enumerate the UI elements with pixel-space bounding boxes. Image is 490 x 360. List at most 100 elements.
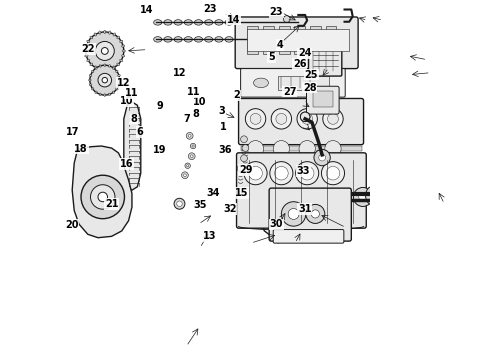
Ellipse shape [154,20,162,25]
Ellipse shape [94,33,97,36]
Circle shape [279,181,283,185]
Circle shape [190,155,193,158]
Ellipse shape [195,20,202,25]
Text: 33: 33 [296,166,310,176]
Ellipse shape [276,20,284,25]
Ellipse shape [87,40,90,42]
Ellipse shape [164,37,172,42]
Bar [263,26,274,54]
Text: 8: 8 [193,109,199,119]
Ellipse shape [454,186,469,205]
Ellipse shape [89,75,92,76]
Circle shape [247,141,264,157]
Ellipse shape [104,68,106,72]
Circle shape [95,41,114,60]
Ellipse shape [99,64,101,67]
Text: 8: 8 [130,114,137,124]
Circle shape [177,201,182,207]
Text: 36: 36 [218,145,232,156]
Bar [310,26,321,54]
FancyBboxPatch shape [269,188,351,241]
Ellipse shape [108,93,110,96]
Circle shape [303,202,307,206]
Ellipse shape [89,84,92,86]
Ellipse shape [205,37,213,42]
Circle shape [102,77,107,83]
Text: 9: 9 [157,102,163,111]
Ellipse shape [113,91,115,94]
Text: 20: 20 [65,220,78,230]
Ellipse shape [184,20,193,25]
Ellipse shape [410,186,425,205]
Circle shape [86,32,124,70]
Circle shape [321,162,344,185]
Circle shape [190,143,196,149]
Ellipse shape [253,78,269,87]
Text: 7: 7 [183,114,190,123]
Ellipse shape [366,186,381,205]
Text: 26: 26 [293,59,307,69]
FancyBboxPatch shape [235,17,358,69]
Ellipse shape [276,37,284,42]
Circle shape [288,208,299,219]
Bar [279,26,290,54]
Circle shape [359,193,367,201]
Ellipse shape [118,75,121,76]
Ellipse shape [174,20,182,25]
Ellipse shape [266,20,274,25]
Circle shape [274,166,288,180]
Ellipse shape [235,37,244,42]
Bar [313,91,333,107]
Circle shape [269,188,273,192]
Ellipse shape [286,37,294,42]
Ellipse shape [286,20,294,25]
Text: 5: 5 [268,53,275,62]
Text: 29: 29 [239,165,253,175]
Text: 3: 3 [218,106,225,116]
Text: 14: 14 [140,5,153,15]
Circle shape [276,239,280,243]
Ellipse shape [116,70,118,72]
Circle shape [394,188,413,207]
FancyBboxPatch shape [241,69,345,97]
Circle shape [186,132,193,139]
Circle shape [237,165,244,172]
Ellipse shape [266,37,274,42]
Circle shape [192,145,194,147]
Text: 21: 21 [105,199,119,209]
Circle shape [325,141,341,157]
Ellipse shape [122,45,125,47]
Ellipse shape [85,55,88,57]
Circle shape [476,229,487,240]
Ellipse shape [245,20,253,25]
Ellipse shape [104,94,106,96]
Circle shape [302,113,313,124]
Ellipse shape [84,50,87,52]
Circle shape [300,166,314,180]
Text: 14: 14 [226,14,240,24]
Ellipse shape [109,31,111,34]
Ellipse shape [215,37,223,42]
Bar [294,26,305,54]
Circle shape [311,192,320,202]
Circle shape [303,229,307,233]
FancyBboxPatch shape [307,86,339,114]
Ellipse shape [92,88,94,90]
Text: 1: 1 [220,122,226,132]
Bar [475,204,487,234]
Ellipse shape [120,40,123,42]
Circle shape [181,172,188,179]
Circle shape [300,112,310,122]
Ellipse shape [256,37,264,42]
Text: 16: 16 [120,159,133,169]
Circle shape [250,113,261,124]
Circle shape [242,145,249,152]
Circle shape [174,198,185,209]
Circle shape [188,153,195,159]
FancyBboxPatch shape [273,230,344,243]
Text: 15: 15 [235,188,248,198]
Text: 35: 35 [193,201,207,210]
Circle shape [184,174,186,177]
Text: 4: 4 [276,40,283,50]
Ellipse shape [117,63,120,66]
